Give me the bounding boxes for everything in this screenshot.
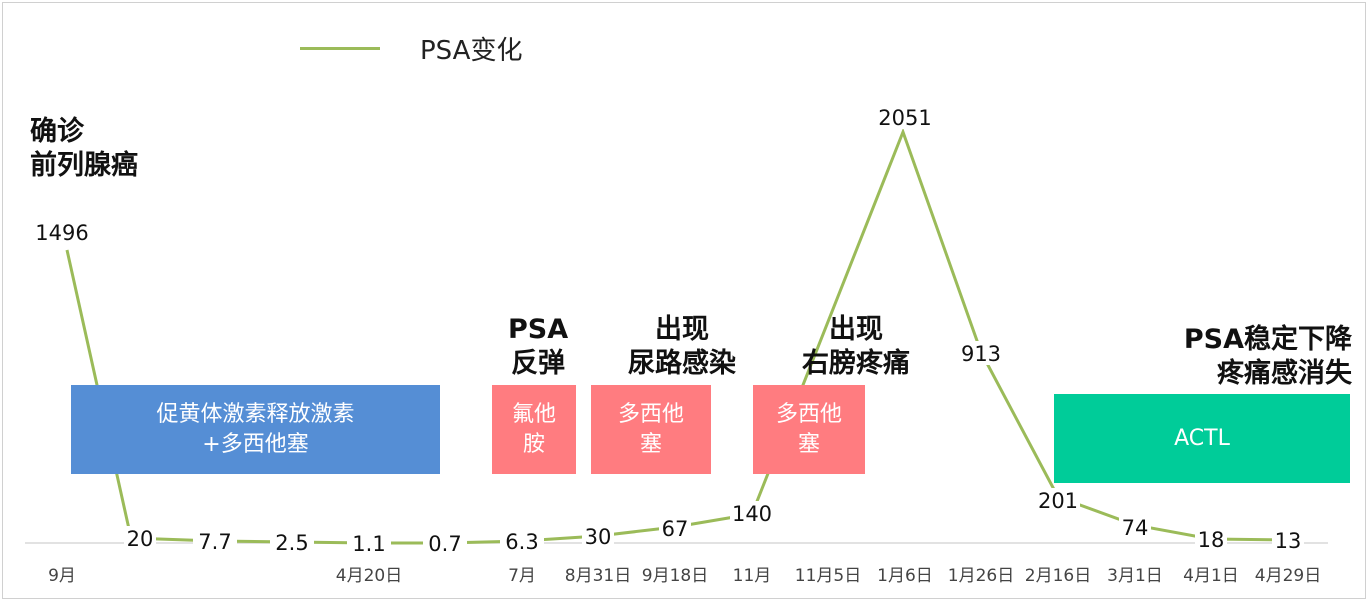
data-label: 30 (585, 525, 612, 549)
data-label: 20 (127, 527, 154, 551)
x-axis-ticks: 9月 4月20日 7月 8月31日 9月18日 11月 11月5日 1月6日 1月26日 2月16… (48, 566, 1321, 586)
data-label-bg (1036, 488, 1080, 512)
x-tick-label: 9月 (48, 566, 76, 586)
treatment-line: +多西他塞 (202, 431, 309, 457)
data-label: 0.7 (428, 532, 461, 556)
x-tick-label: 11月 (733, 566, 772, 586)
treatment-line: 塞 (639, 431, 662, 457)
annotation-line: PSA (508, 314, 569, 345)
data-label-bg (877, 105, 933, 129)
x-tick-label: 3月1日 (1107, 566, 1163, 586)
x-tick-label: 1月26日 (948, 566, 1014, 586)
treatment-line: ACTL (1174, 425, 1230, 451)
annotation-line: 出现 (655, 314, 709, 345)
data-label: 74 (1122, 516, 1149, 540)
data-label-bg (1195, 527, 1227, 551)
legend-swatch (300, 47, 380, 50)
annotation-uti: 出现 尿路感染 (628, 313, 736, 381)
x-tick-label: 2月16日 (1025, 566, 1091, 586)
treatment-box-flutamide: 氟他 胺 (492, 385, 576, 474)
annotation-line: 确诊 (30, 116, 84, 147)
treatment-line: 氟他 (511, 401, 556, 427)
legend-label: PSA变化 (420, 36, 523, 66)
x-tick-label: 8月31日 (565, 566, 631, 586)
annotation-stable: PSA稳定下降 疼痛感消失 (1176, 323, 1352, 391)
treatment-line: 促黄体激素释放激素 (156, 401, 355, 427)
data-label: 140 (732, 502, 772, 526)
treatment-line: 多西他 (617, 401, 684, 427)
data-label-bg (1272, 528, 1304, 552)
x-tick-label: 11月5日 (795, 566, 861, 586)
annotation-line: 右膀疼痛 (802, 348, 910, 379)
x-tick-label: 4月20日 (336, 566, 402, 586)
annotation-pain: 出现 右膀疼痛 (802, 313, 910, 381)
annotation-line: 前列腺癌 (30, 150, 138, 181)
x-tick-label: 7月 (508, 566, 536, 586)
treatment-box-docetaxel-1: 多西他 塞 (591, 385, 711, 474)
treatment-box-docetaxel-2: 多西他 塞 (753, 385, 865, 474)
data-label-bg (730, 501, 774, 525)
data-label-bg (582, 524, 614, 548)
data-label: 201 (1038, 489, 1078, 513)
x-tick-label: 4月1日 (1183, 566, 1239, 586)
data-label-bg (193, 529, 237, 553)
treatment-box-lhrh: 促黄体激素释放激素 +多西他塞 (71, 385, 440, 474)
data-label-bg (1119, 515, 1151, 539)
data-labels: 1496 20 7.7 2.5 1.1 0.7 6.3 30 67 140 2051 913 201 74… (34, 105, 1304, 556)
x-tick-label: 9月18日 (642, 566, 708, 586)
data-label: 67 (662, 517, 689, 541)
data-label-bg (659, 516, 691, 540)
treatment-line: 塞 (797, 431, 820, 457)
data-label-bg (500, 529, 544, 553)
annotation-line: 尿路感染 (628, 348, 736, 379)
data-label-bg (270, 530, 314, 554)
treatment-box-actl: ACTL (1054, 394, 1350, 483)
data-label: 6.3 (505, 530, 538, 554)
annotation-line: 疼痛感消失 (1217, 358, 1352, 389)
treatment-line: 多西他 (775, 401, 842, 427)
data-label: 1.1 (352, 532, 385, 556)
annotation-diagnosis: 确诊 前列腺癌 (30, 115, 138, 183)
data-label-bg (124, 526, 156, 550)
psa-series-line (65, 127, 1289, 545)
data-label-bg (34, 220, 90, 244)
annotation-line: 出现 (829, 314, 883, 345)
data-label: 13 (1275, 529, 1302, 553)
data-label-bg (423, 531, 467, 555)
data-label: 7.7 (198, 530, 231, 554)
data-label: 913 (961, 342, 1001, 366)
data-label-bg (347, 531, 391, 555)
x-tick-label: 4月29日 (1255, 566, 1321, 586)
data-label: 18 (1198, 528, 1225, 552)
annotation-line: 反弹 (511, 348, 566, 379)
data-label: 1496 (35, 221, 88, 245)
data-label-bg (959, 341, 1003, 365)
treatment-line: 胺 (522, 431, 545, 457)
annotation-line: PSA稳定下降 (1183, 324, 1352, 355)
annotation-psa-rebound: PSA 反弹 (508, 313, 568, 381)
data-label: 2051 (878, 106, 931, 130)
data-label: 2.5 (275, 531, 308, 555)
x-tick-label: 1月6日 (877, 566, 933, 586)
